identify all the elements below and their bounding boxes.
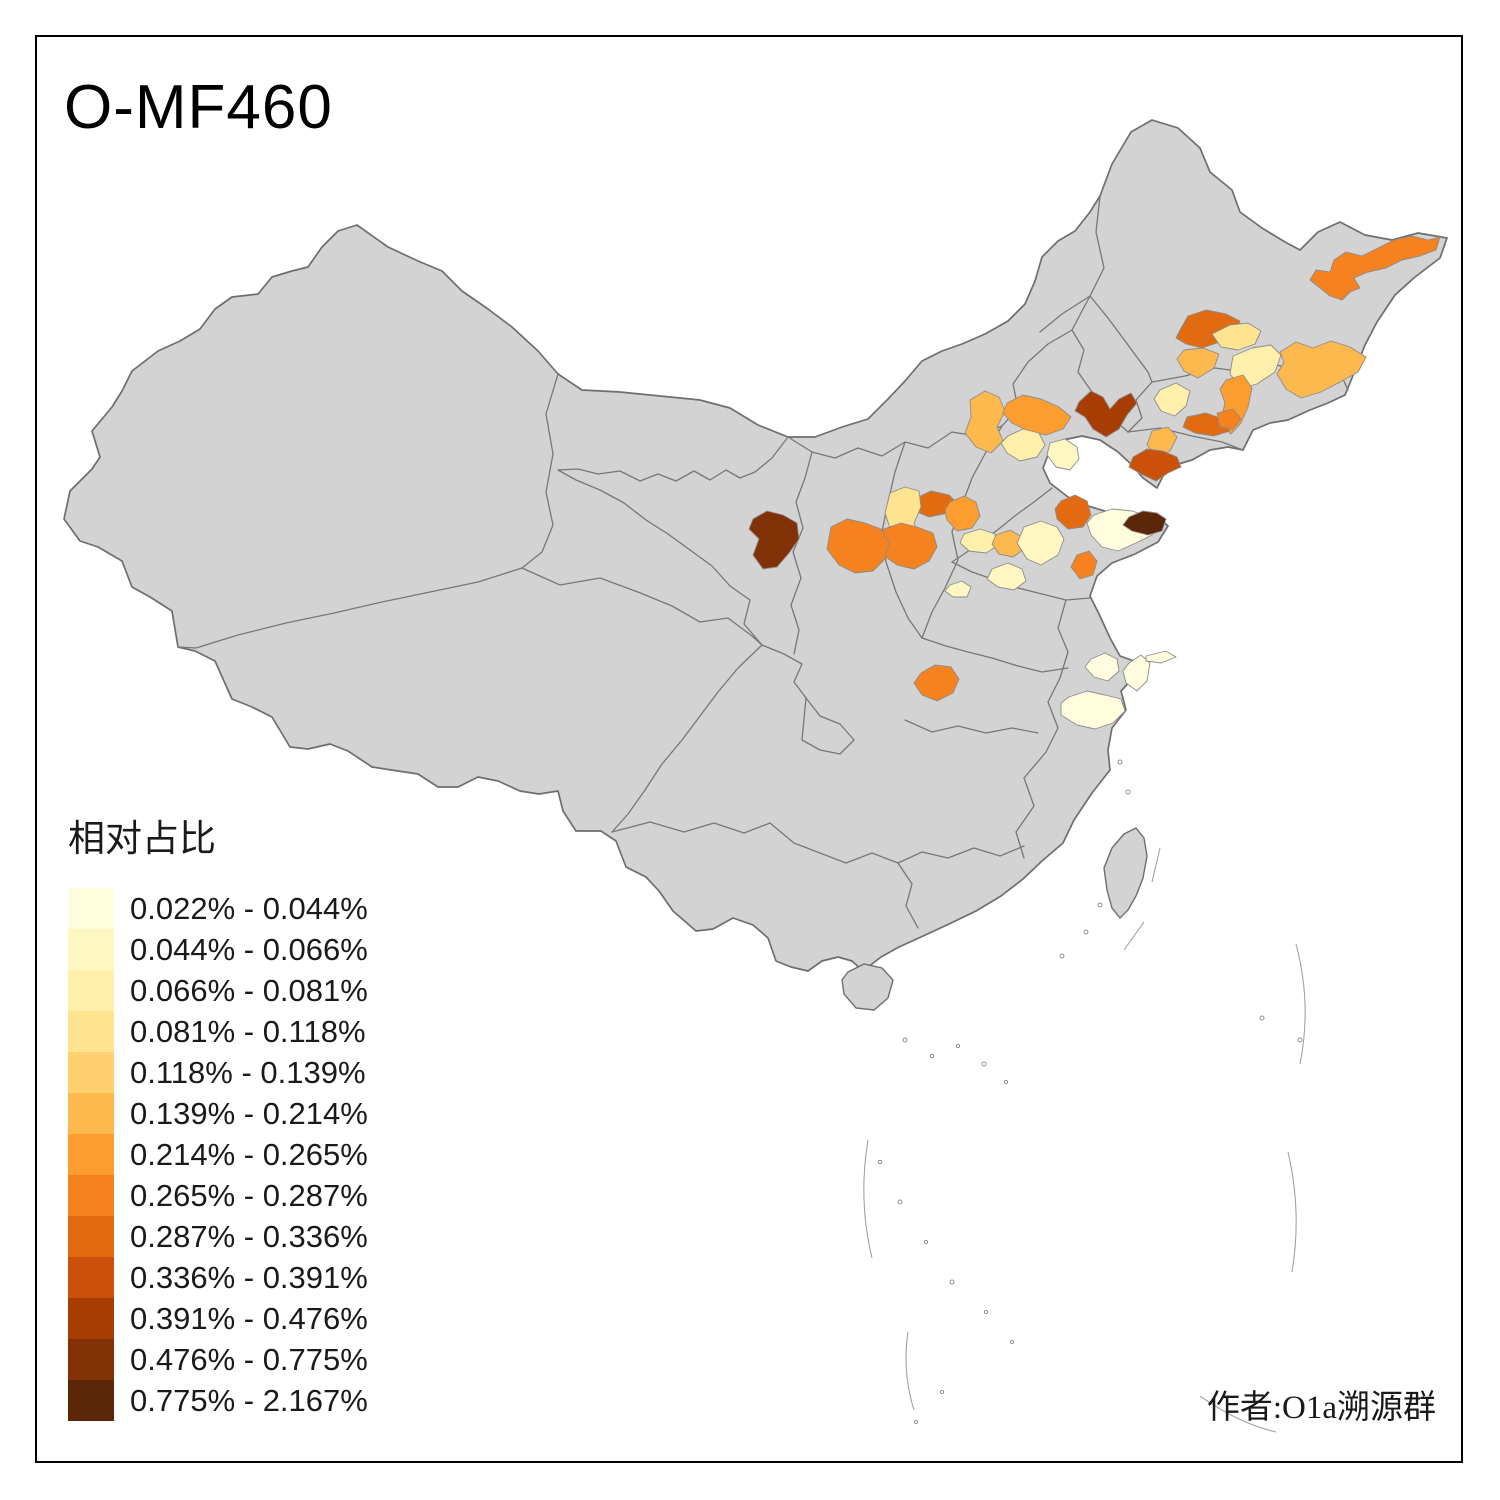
legend: 相对占比 0.022% - 0.044% 0.044% - 0.066% 0.066… bbox=[68, 808, 368, 1421]
prefecture-region bbox=[1153, 382, 1191, 417]
prefecture-region bbox=[1309, 235, 1441, 301]
prefecture-region bbox=[1046, 438, 1080, 471]
prefecture-region bbox=[944, 580, 972, 598]
page-title: O-MF460 bbox=[64, 73, 333, 142]
legend-row: 0.775% - 2.167% bbox=[68, 1380, 368, 1421]
prefecture-region bbox=[1084, 652, 1120, 682]
legend-swatch bbox=[68, 1216, 114, 1257]
prefecture-region bbox=[1216, 408, 1242, 430]
prefecture-region bbox=[991, 529, 1025, 558]
legend-row: 0.044% - 0.066% bbox=[68, 929, 368, 970]
legend-row: 0.081% - 0.118% bbox=[68, 1011, 368, 1052]
mainland-outline bbox=[63, 119, 1448, 972]
prefecture-region bbox=[986, 562, 1027, 591]
legend-row: 0.265% - 0.287% bbox=[68, 1175, 368, 1216]
legend-swatch bbox=[68, 1093, 114, 1134]
legend-swatch bbox=[68, 1257, 114, 1298]
prefecture-region bbox=[944, 495, 981, 532]
prefecture-region bbox=[1060, 690, 1126, 730]
legend-row: 0.139% - 0.214% bbox=[68, 1093, 368, 1134]
legend-swatch bbox=[68, 1052, 114, 1093]
legend-title: 相对占比 bbox=[68, 819, 216, 860]
legend-swatch bbox=[68, 1339, 114, 1380]
legend-swatch bbox=[68, 1011, 114, 1052]
legend-swatch bbox=[68, 888, 114, 929]
hainan-island bbox=[841, 963, 894, 1011]
legend-swatch bbox=[68, 1134, 114, 1175]
legend-label: 0.022% - 0.044% bbox=[130, 890, 368, 926]
prefecture-region bbox=[1074, 390, 1138, 438]
legend-row: 0.391% - 0.476% bbox=[68, 1298, 368, 1339]
prefecture-region bbox=[1122, 510, 1167, 536]
prefecture-region bbox=[913, 664, 960, 702]
legend-row: 0.118% - 0.139% bbox=[68, 1052, 368, 1093]
prefecture-region bbox=[1000, 428, 1046, 462]
legend-label: 0.775% - 2.167% bbox=[130, 1382, 368, 1418]
prefecture-region bbox=[1146, 426, 1178, 457]
prefecture-region bbox=[1054, 494, 1092, 530]
legend-label: 0.476% - 0.775% bbox=[130, 1341, 368, 1377]
legend-swatch bbox=[68, 929, 114, 970]
attribution-text: 作者:O1a溯源群 bbox=[1206, 1390, 1436, 1426]
prefecture-region bbox=[826, 518, 890, 574]
prefecture-region bbox=[1070, 550, 1098, 580]
legend-label: 0.391% - 0.476% bbox=[130, 1300, 368, 1336]
legend-swatch bbox=[68, 970, 114, 1011]
prefecture-region bbox=[1016, 520, 1065, 566]
coastal-islets bbox=[877, 759, 1303, 1425]
legend-label: 0.081% - 0.118% bbox=[130, 1013, 366, 1049]
legend-row: 0.336% - 0.391% bbox=[68, 1257, 368, 1298]
legend-label: 0.265% - 0.287% bbox=[130, 1177, 368, 1213]
sea-boundary-dashes bbox=[863, 847, 1306, 1433]
legend-label: 0.336% - 0.391% bbox=[130, 1259, 368, 1295]
prefecture-region bbox=[1145, 650, 1177, 664]
legend-swatch bbox=[68, 1298, 114, 1339]
legend-row: 0.066% - 0.081% bbox=[68, 970, 368, 1011]
legend-label: 0.066% - 0.081% bbox=[130, 972, 368, 1008]
prefecture-region bbox=[1211, 322, 1262, 351]
legend-label: 0.118% - 0.139% bbox=[130, 1054, 366, 1090]
prefecture-region bbox=[748, 510, 800, 570]
legend-rows: 0.022% - 0.044% 0.044% - 0.066% 0.066% - 0… bbox=[68, 888, 368, 1421]
prefecture-region bbox=[1128, 448, 1182, 482]
prefecture-patches bbox=[748, 235, 1441, 730]
prefecture-region bbox=[1002, 394, 1072, 436]
prefecture-region bbox=[1122, 654, 1151, 692]
legend-label: 0.044% - 0.066% bbox=[130, 931, 368, 967]
prefecture-region bbox=[1176, 347, 1220, 379]
legend-swatch bbox=[68, 1380, 114, 1421]
legend-label: 0.139% - 0.214% bbox=[130, 1095, 368, 1131]
legend-label: 0.214% - 0.265% bbox=[130, 1136, 368, 1172]
legend-label: 0.287% - 0.336% bbox=[130, 1218, 368, 1254]
legend-row: 0.214% - 0.265% bbox=[68, 1134, 368, 1175]
prefecture-region bbox=[959, 528, 998, 554]
province-borders bbox=[177, 195, 1349, 929]
legend-row: 0.476% - 0.775% bbox=[68, 1339, 368, 1380]
taiwan-island bbox=[1103, 827, 1148, 920]
legend-row: 0.022% - 0.044% bbox=[68, 888, 368, 929]
legend-row: 0.287% - 0.336% bbox=[68, 1216, 368, 1257]
legend-swatch bbox=[68, 1175, 114, 1216]
prefecture-region bbox=[1276, 340, 1367, 399]
